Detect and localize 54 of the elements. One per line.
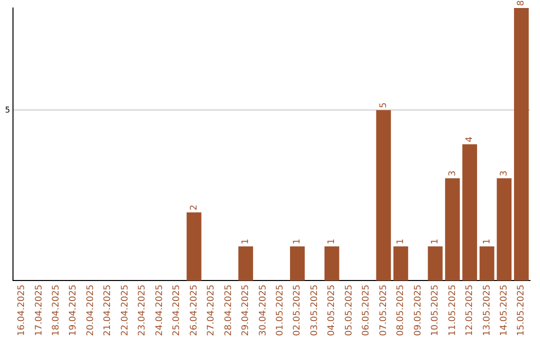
x-tick-label: 15.05.2025	[516, 284, 527, 336]
x-tick-label: 06.05.2025	[362, 284, 372, 336]
x-tick-label: 11.05.2025	[448, 284, 458, 336]
bar	[238, 246, 254, 280]
bar	[480, 246, 494, 280]
x-tick-label: 29.04.2025	[241, 284, 252, 336]
data-label: 1	[430, 238, 441, 244]
bar	[428, 246, 443, 280]
x-tick-label: 28.04.2025	[224, 284, 234, 336]
data-label: 1	[482, 238, 492, 244]
data-label: 3	[500, 170, 510, 176]
x-tick-label: 16.04.2025	[17, 284, 28, 336]
bar	[445, 178, 460, 280]
x-tick-label: 08.05.2025	[396, 284, 406, 336]
data-label: 4	[465, 136, 476, 142]
x-tick-label: 01.05.2025	[276, 284, 286, 336]
data-label: 1	[292, 238, 303, 244]
x-tick-label: 27.04.2025	[206, 284, 217, 336]
x-tick-label: 02.05.2025	[292, 284, 303, 336]
x-tick-label: 07.05.2025	[378, 284, 389, 336]
bar	[514, 8, 529, 280]
x-tick-label: 26.04.2025	[189, 284, 200, 336]
x-tick-label: 04.05.2025	[327, 284, 338, 336]
x-tick-label: 03.05.2025	[310, 284, 320, 336]
x-tick-label: 22.04.2025	[120, 284, 130, 336]
x-tick-label: 17.04.2025	[34, 284, 44, 336]
x-tick-label: 18.04.2025	[52, 284, 62, 336]
data-label: 5	[378, 102, 389, 108]
x-tick-label: 24.04.2025	[154, 284, 165, 336]
bar	[324, 246, 340, 280]
x-tick-label: 14.05.2025	[500, 284, 510, 336]
data-label: 8	[516, 0, 527, 6]
bar	[496, 178, 512, 280]
bar	[186, 212, 202, 280]
x-tick-label: 09.05.2025	[413, 284, 424, 336]
x-tick-label: 13.05.2025	[482, 284, 492, 336]
bar	[376, 110, 391, 280]
x-tick-label: 30.04.2025	[258, 284, 268, 336]
x-tick-label: 05.05.2025	[344, 284, 354, 336]
data-label: 2	[189, 204, 200, 210]
data-label: 1	[241, 238, 252, 244]
x-tick-label: 21.04.2025	[103, 284, 114, 336]
data-label: 1	[327, 238, 338, 244]
x-tick-label: 19.04.2025	[68, 284, 79, 336]
x-tick-label: 25.04.2025	[172, 284, 182, 336]
x-tick-label: 12.05.2025	[465, 284, 476, 336]
x-tick-label: 10.05.2025	[430, 284, 441, 336]
bar	[290, 246, 305, 280]
data-label: 1	[396, 238, 406, 244]
bar	[462, 144, 478, 280]
x-tick-label: 23.04.2025	[138, 284, 148, 336]
bar	[393, 246, 408, 280]
data-label: 3	[448, 170, 458, 176]
x-tick-label: 20.04.2025	[86, 284, 96, 336]
